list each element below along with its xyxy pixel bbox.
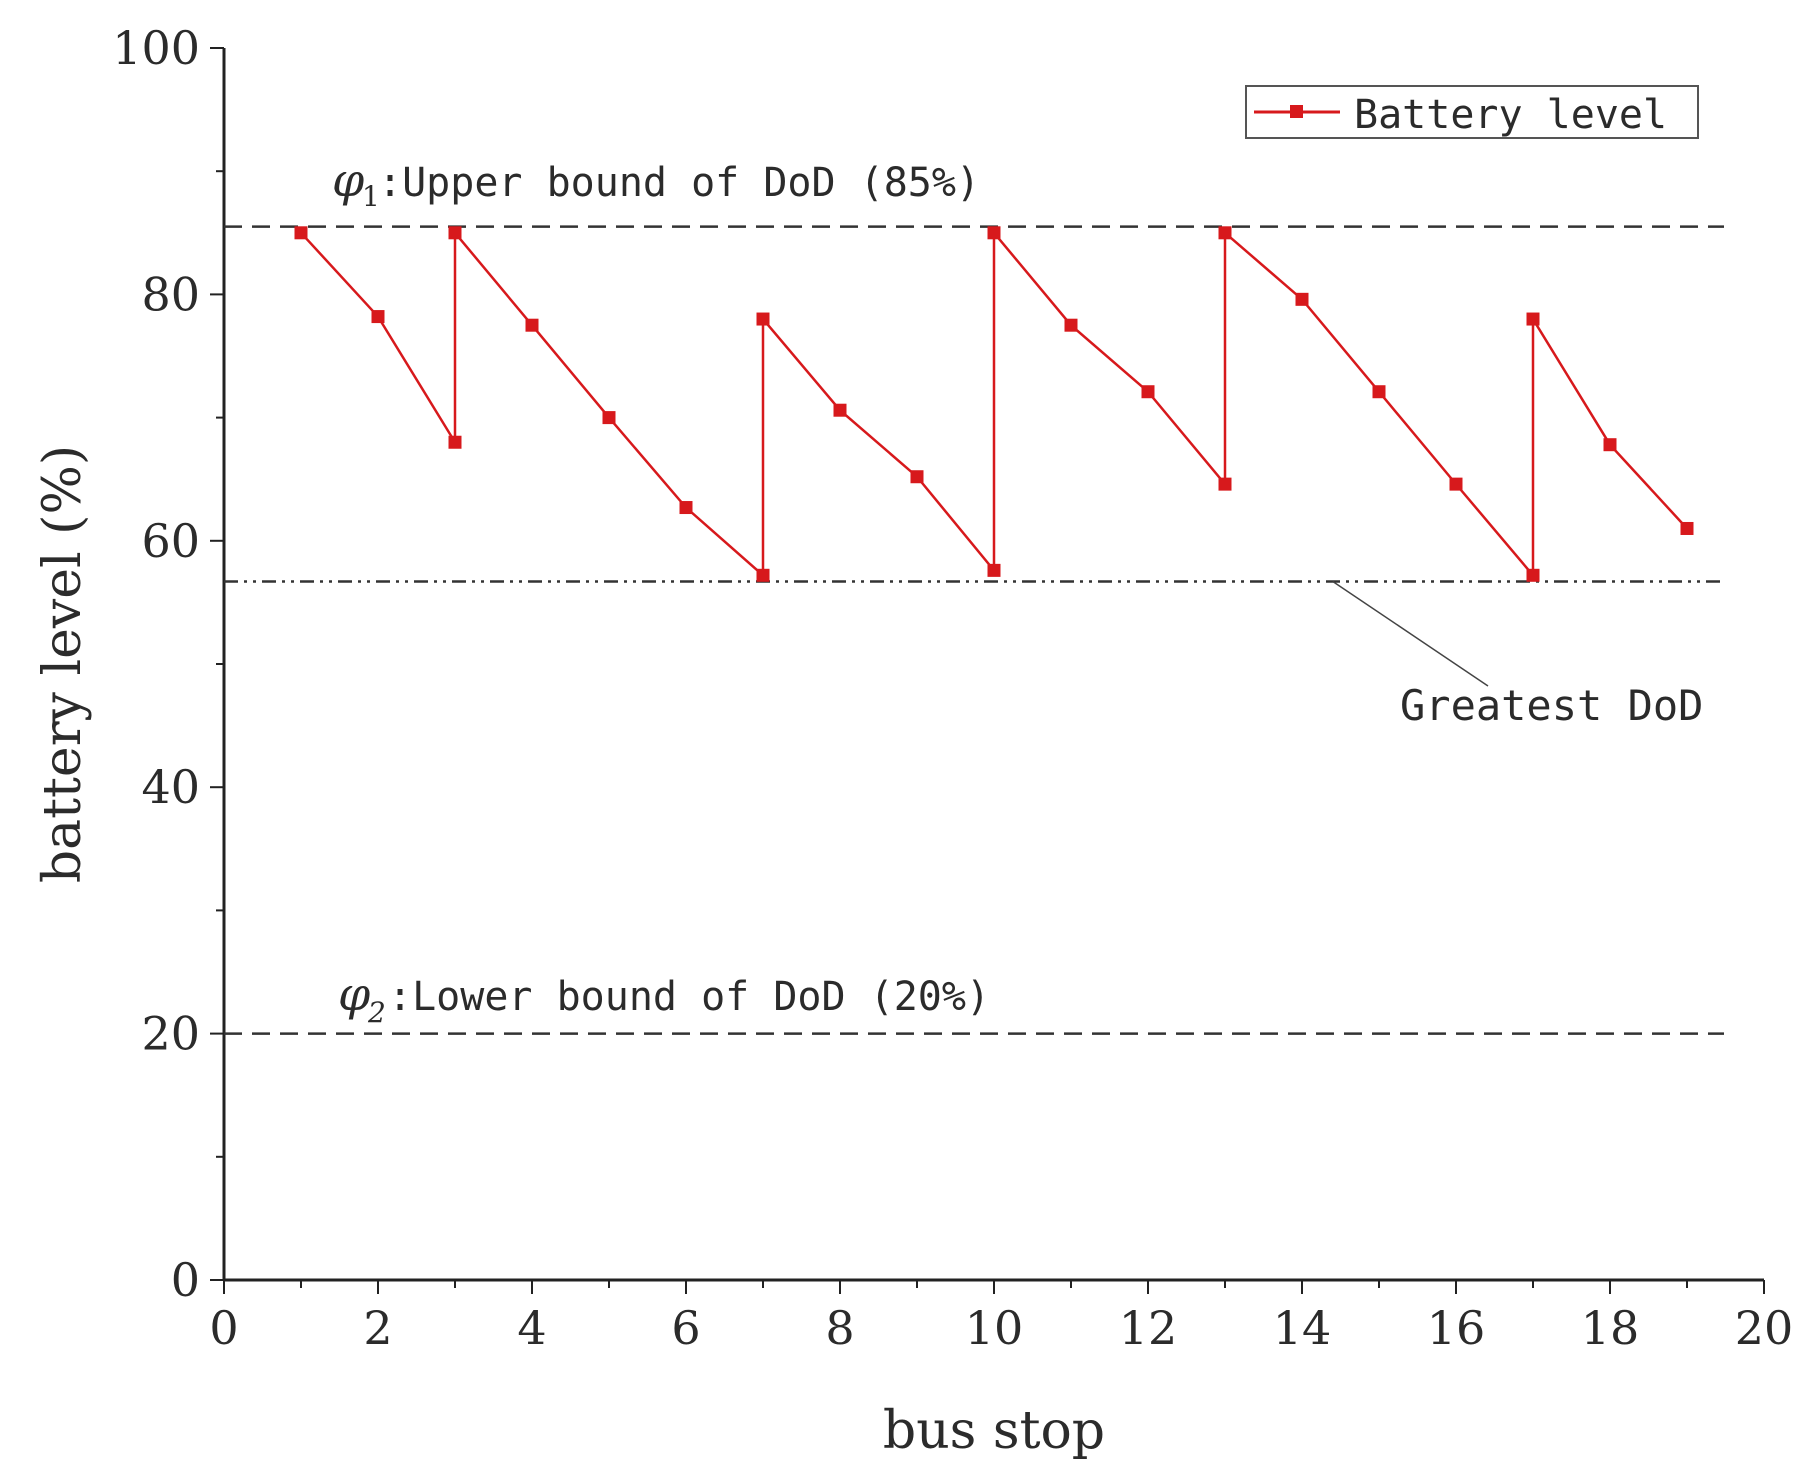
data-point xyxy=(1372,385,1386,399)
data-point xyxy=(1218,226,1232,240)
x-tick-label: 14 xyxy=(1273,1301,1332,1355)
x-tick-label: 4 xyxy=(517,1301,546,1355)
x-tick-label: 0 xyxy=(209,1301,238,1355)
x-tick-label: 20 xyxy=(1735,1301,1794,1355)
data-point xyxy=(987,563,1001,577)
data-point xyxy=(1449,477,1463,491)
lower-phi-symbol: φ xyxy=(338,967,371,1021)
y-tick-label: 40 xyxy=(141,760,200,814)
upper-phi-symbol: φ xyxy=(332,153,365,207)
data-point xyxy=(1141,385,1155,399)
y-tick-label: 20 xyxy=(141,1007,200,1061)
x-tick-label: 16 xyxy=(1427,1301,1486,1355)
data-point xyxy=(910,470,924,484)
data-point xyxy=(1064,318,1078,332)
y-tick-label: 80 xyxy=(141,267,200,321)
data-point xyxy=(679,501,693,515)
series-battery-level xyxy=(294,226,1694,582)
data-point xyxy=(448,435,462,449)
lower-bound-label: :Lower bound of DoD (20%) xyxy=(388,974,990,1020)
legend-marker-sample xyxy=(1290,105,1303,118)
data-point xyxy=(448,226,462,240)
lower-phi-subscript: 2 xyxy=(367,996,386,1029)
data-point xyxy=(756,312,770,326)
greatest-dod-leader-line xyxy=(1332,580,1489,687)
data-point xyxy=(1603,438,1617,452)
data-point xyxy=(602,411,616,425)
upper-bound-annotation: φ 1 :Upper bound of DoD (85%) xyxy=(332,153,980,213)
x-tick-label: 18 xyxy=(1581,1301,1640,1355)
data-point xyxy=(756,568,770,582)
data-point xyxy=(1218,477,1232,491)
x-tick-label: 8 xyxy=(825,1301,854,1355)
legend-label: Battery level xyxy=(1354,92,1667,138)
x-tick-label: 6 xyxy=(671,1301,700,1355)
y-tick-label: 0 xyxy=(171,1253,200,1307)
data-point xyxy=(833,403,847,417)
data-point xyxy=(371,310,385,324)
upper-phi-subscript: 1 xyxy=(362,180,380,213)
data-point xyxy=(1526,312,1540,326)
x-axis-title: bus stop xyxy=(883,1401,1105,1461)
x-tick-label: 12 xyxy=(1119,1301,1178,1355)
reference-lines xyxy=(224,225,1724,1035)
y-axis-title: battery level (%) xyxy=(33,445,93,883)
lower-bound-annotation: φ 2 :Lower bound of DoD (20%) xyxy=(338,967,990,1029)
data-point xyxy=(1526,568,1540,582)
data-point xyxy=(1680,521,1694,535)
y-tick-label: 100 xyxy=(112,21,200,75)
series-line xyxy=(300,229,1688,579)
upper-bound-label: :Upper bound of DoD (85%) xyxy=(378,160,980,206)
legend: Battery level xyxy=(1245,85,1699,139)
x-tick-label: 10 xyxy=(965,1301,1024,1355)
data-point xyxy=(294,226,308,240)
data-point xyxy=(1295,292,1309,306)
data-point xyxy=(987,226,1001,240)
greatest-dod-label: Greatest DoD xyxy=(1400,681,1703,730)
x-tick-label: 2 xyxy=(363,1301,392,1355)
data-point xyxy=(525,318,539,332)
y-tick-label: 60 xyxy=(141,514,200,568)
